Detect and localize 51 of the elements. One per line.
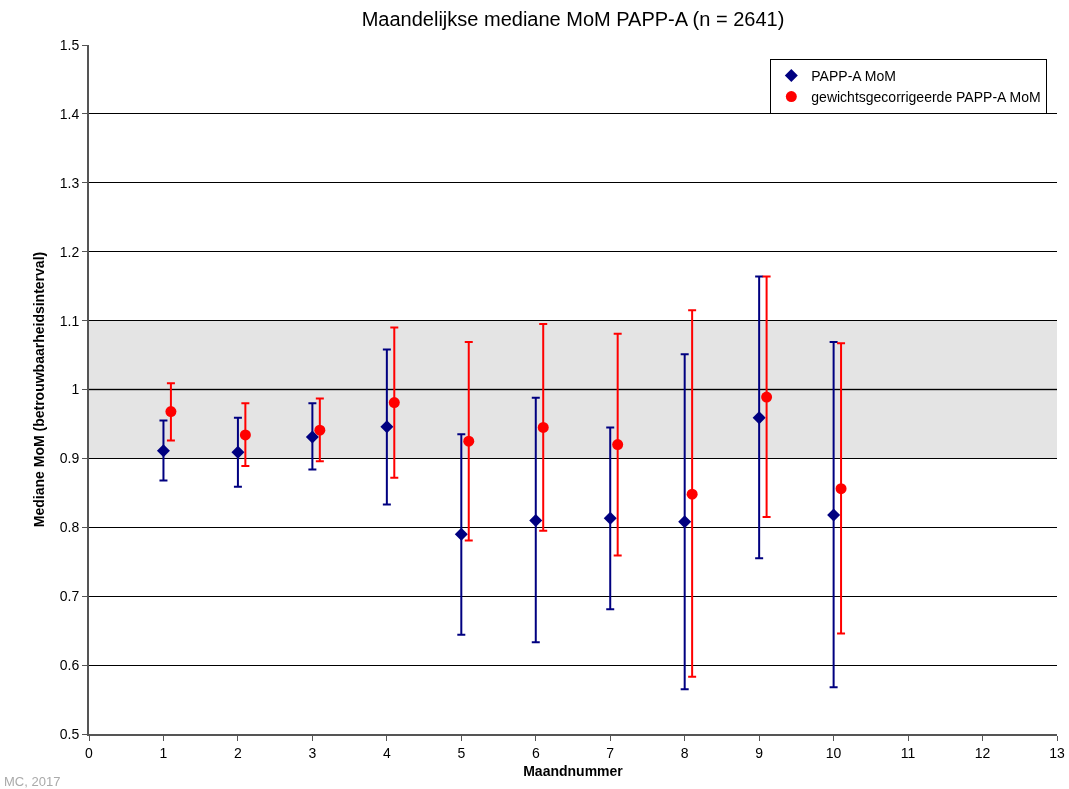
point xyxy=(231,445,245,459)
point xyxy=(305,430,319,444)
x-tick-label: 9 xyxy=(755,744,764,761)
point xyxy=(761,391,773,403)
point xyxy=(835,483,847,495)
x-tick-label: 10 xyxy=(825,744,842,761)
point xyxy=(612,439,624,451)
point xyxy=(239,429,251,441)
legend-label: gewichtsgecorrigeerde PAPP-A MoM xyxy=(811,89,1041,106)
point xyxy=(686,488,698,500)
y-tick-label: 0.6 xyxy=(59,657,80,673)
point xyxy=(463,435,475,447)
y-tick-label: 0.8 xyxy=(59,519,80,536)
x-tick-label: 8 xyxy=(680,744,689,761)
y-tick-label: 1.3 xyxy=(59,174,80,191)
y-tick-label: 1.2 xyxy=(59,243,80,260)
point xyxy=(603,511,617,525)
point xyxy=(156,444,170,458)
legend-label: PAPP-A MoM xyxy=(811,67,896,84)
x-tick-label: 5 xyxy=(457,744,466,761)
y-tick-label: 0.9 xyxy=(59,450,80,467)
x-tick-label: 11 xyxy=(900,744,916,761)
x-tick-label: 1 xyxy=(159,744,168,761)
point xyxy=(454,527,468,541)
y-tick-label: 1.4 xyxy=(59,105,80,122)
x-tick-label: 7 xyxy=(606,744,615,761)
x-tick-label: 2 xyxy=(234,744,243,761)
point xyxy=(827,508,841,522)
x-tick-label: 6 xyxy=(531,744,540,761)
y-axis-title: Mediane MoM (betrouwbaarheidsinterval) xyxy=(30,251,47,528)
y-tick-label: 0.5 xyxy=(59,725,80,742)
point xyxy=(314,424,326,436)
y-tick-label: 1.1 xyxy=(59,312,80,329)
x-tick-label: 3 xyxy=(308,744,317,761)
point xyxy=(529,513,543,527)
point xyxy=(388,397,400,409)
y-tick-label: 1 xyxy=(71,381,80,398)
text: MC, 2017 xyxy=(4,774,61,789)
x-tick-label: 0 xyxy=(85,744,94,761)
x-tick-label: 4 xyxy=(382,744,391,761)
point xyxy=(752,411,766,425)
y-tick-label: 1.5 xyxy=(59,36,80,53)
y-tick-label: 0.7 xyxy=(59,588,80,605)
point xyxy=(678,515,692,529)
chart-title: Maandelijkse mediane MoM PAPP-A (n = 2641) xyxy=(361,7,785,30)
point xyxy=(537,421,549,433)
x-tick-label: 12 xyxy=(974,744,991,761)
point xyxy=(165,406,177,418)
point xyxy=(380,420,394,434)
x-axis-title: Maandnummer xyxy=(523,762,624,779)
x-tick-label: 13 xyxy=(1049,744,1065,761)
